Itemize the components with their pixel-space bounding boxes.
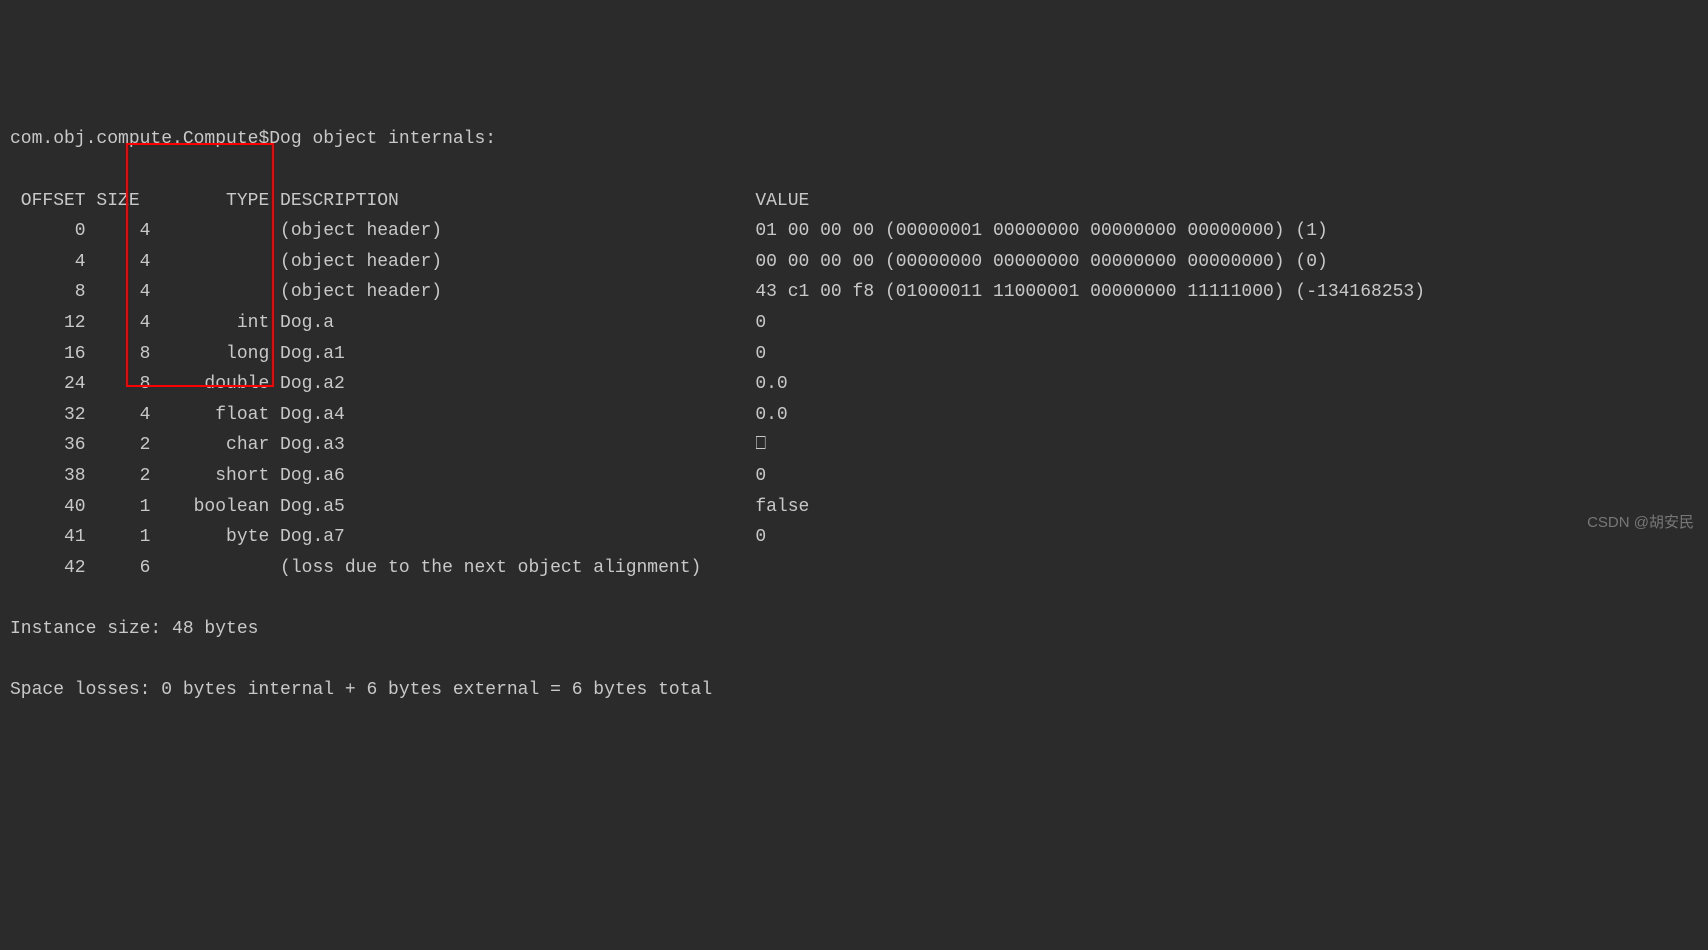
- table-row: 32 4 float Dog.a4 0.0: [10, 400, 1698, 431]
- space-losses-line: Space losses: 0 bytes internal + 6 bytes…: [10, 675, 1698, 706]
- table-row: 0 4 (object header) 01 00 00 00 (0000000…: [10, 216, 1698, 247]
- table-container: OFFSET SIZE TYPE DESCRIPTION VALUE 0 4 (…: [10, 186, 1698, 584]
- table-row: 24 8 double Dog.a2 0.0: [10, 369, 1698, 400]
- table-row: 8 4 (object header) 43 c1 00 f8 (0100001…: [10, 277, 1698, 308]
- title-line: com.obj.compute.Compute$Dog object inter…: [10, 124, 1698, 155]
- table-row: 41 1 byte Dog.a7 0: [10, 522, 1698, 553]
- table-row: 40 1 boolean Dog.a5 false: [10, 492, 1698, 523]
- table-row: 12 4 int Dog.a 0: [10, 308, 1698, 339]
- table-row: 36 2 char Dog.a3 ⎕: [10, 430, 1698, 461]
- table-row: 38 2 short Dog.a6 0: [10, 461, 1698, 492]
- table-header: OFFSET SIZE TYPE DESCRIPTION VALUE: [10, 186, 1698, 217]
- watermark-text: CSDN @胡安民: [1587, 510, 1694, 536]
- table-row: 4 4 (object header) 00 00 00 00 (0000000…: [10, 247, 1698, 278]
- instance-size-line: Instance size: 48 bytes: [10, 614, 1698, 645]
- table-row: 16 8 long Dog.a1 0: [10, 339, 1698, 370]
- table-row: 42 6 (loss due to the next object alignm…: [10, 553, 1698, 584]
